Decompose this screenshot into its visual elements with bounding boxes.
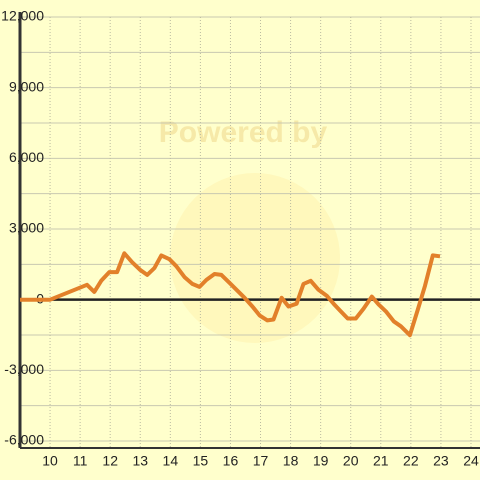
y-tick-label: -3,000 (4, 361, 44, 377)
x-tick-label: 10 (42, 453, 58, 469)
x-tick-label: 23 (433, 453, 449, 469)
x-tick-label: 24 (463, 453, 479, 469)
x-tick-label: 22 (403, 453, 419, 469)
y-tick-label: 3,000 (9, 220, 44, 236)
x-tick-label: 21 (373, 453, 389, 469)
x-tick-label: 16 (223, 453, 239, 469)
y-tick-label: -6,000 (4, 432, 44, 448)
x-tick-label: 19 (313, 453, 329, 469)
x-tick-label: 13 (132, 453, 148, 469)
x-tick-label: 20 (343, 453, 359, 469)
x-tick-label: 11 (73, 453, 88, 469)
watermark: Powered by (159, 116, 328, 149)
y-tick-label: 9,000 (9, 78, 44, 94)
watermark-logo (170, 173, 340, 343)
x-tick-label: 12 (102, 453, 118, 469)
line-series (20, 251, 441, 338)
y-tick-label: 12,000 (1, 8, 44, 24)
x-tick-label: 18 (283, 453, 299, 469)
x-tick-label: 15 (193, 453, 209, 469)
x-tick-label: 14 (163, 453, 179, 469)
x-tick-label: 17 (253, 453, 269, 469)
y-tick-label: 6,000 (9, 149, 44, 165)
